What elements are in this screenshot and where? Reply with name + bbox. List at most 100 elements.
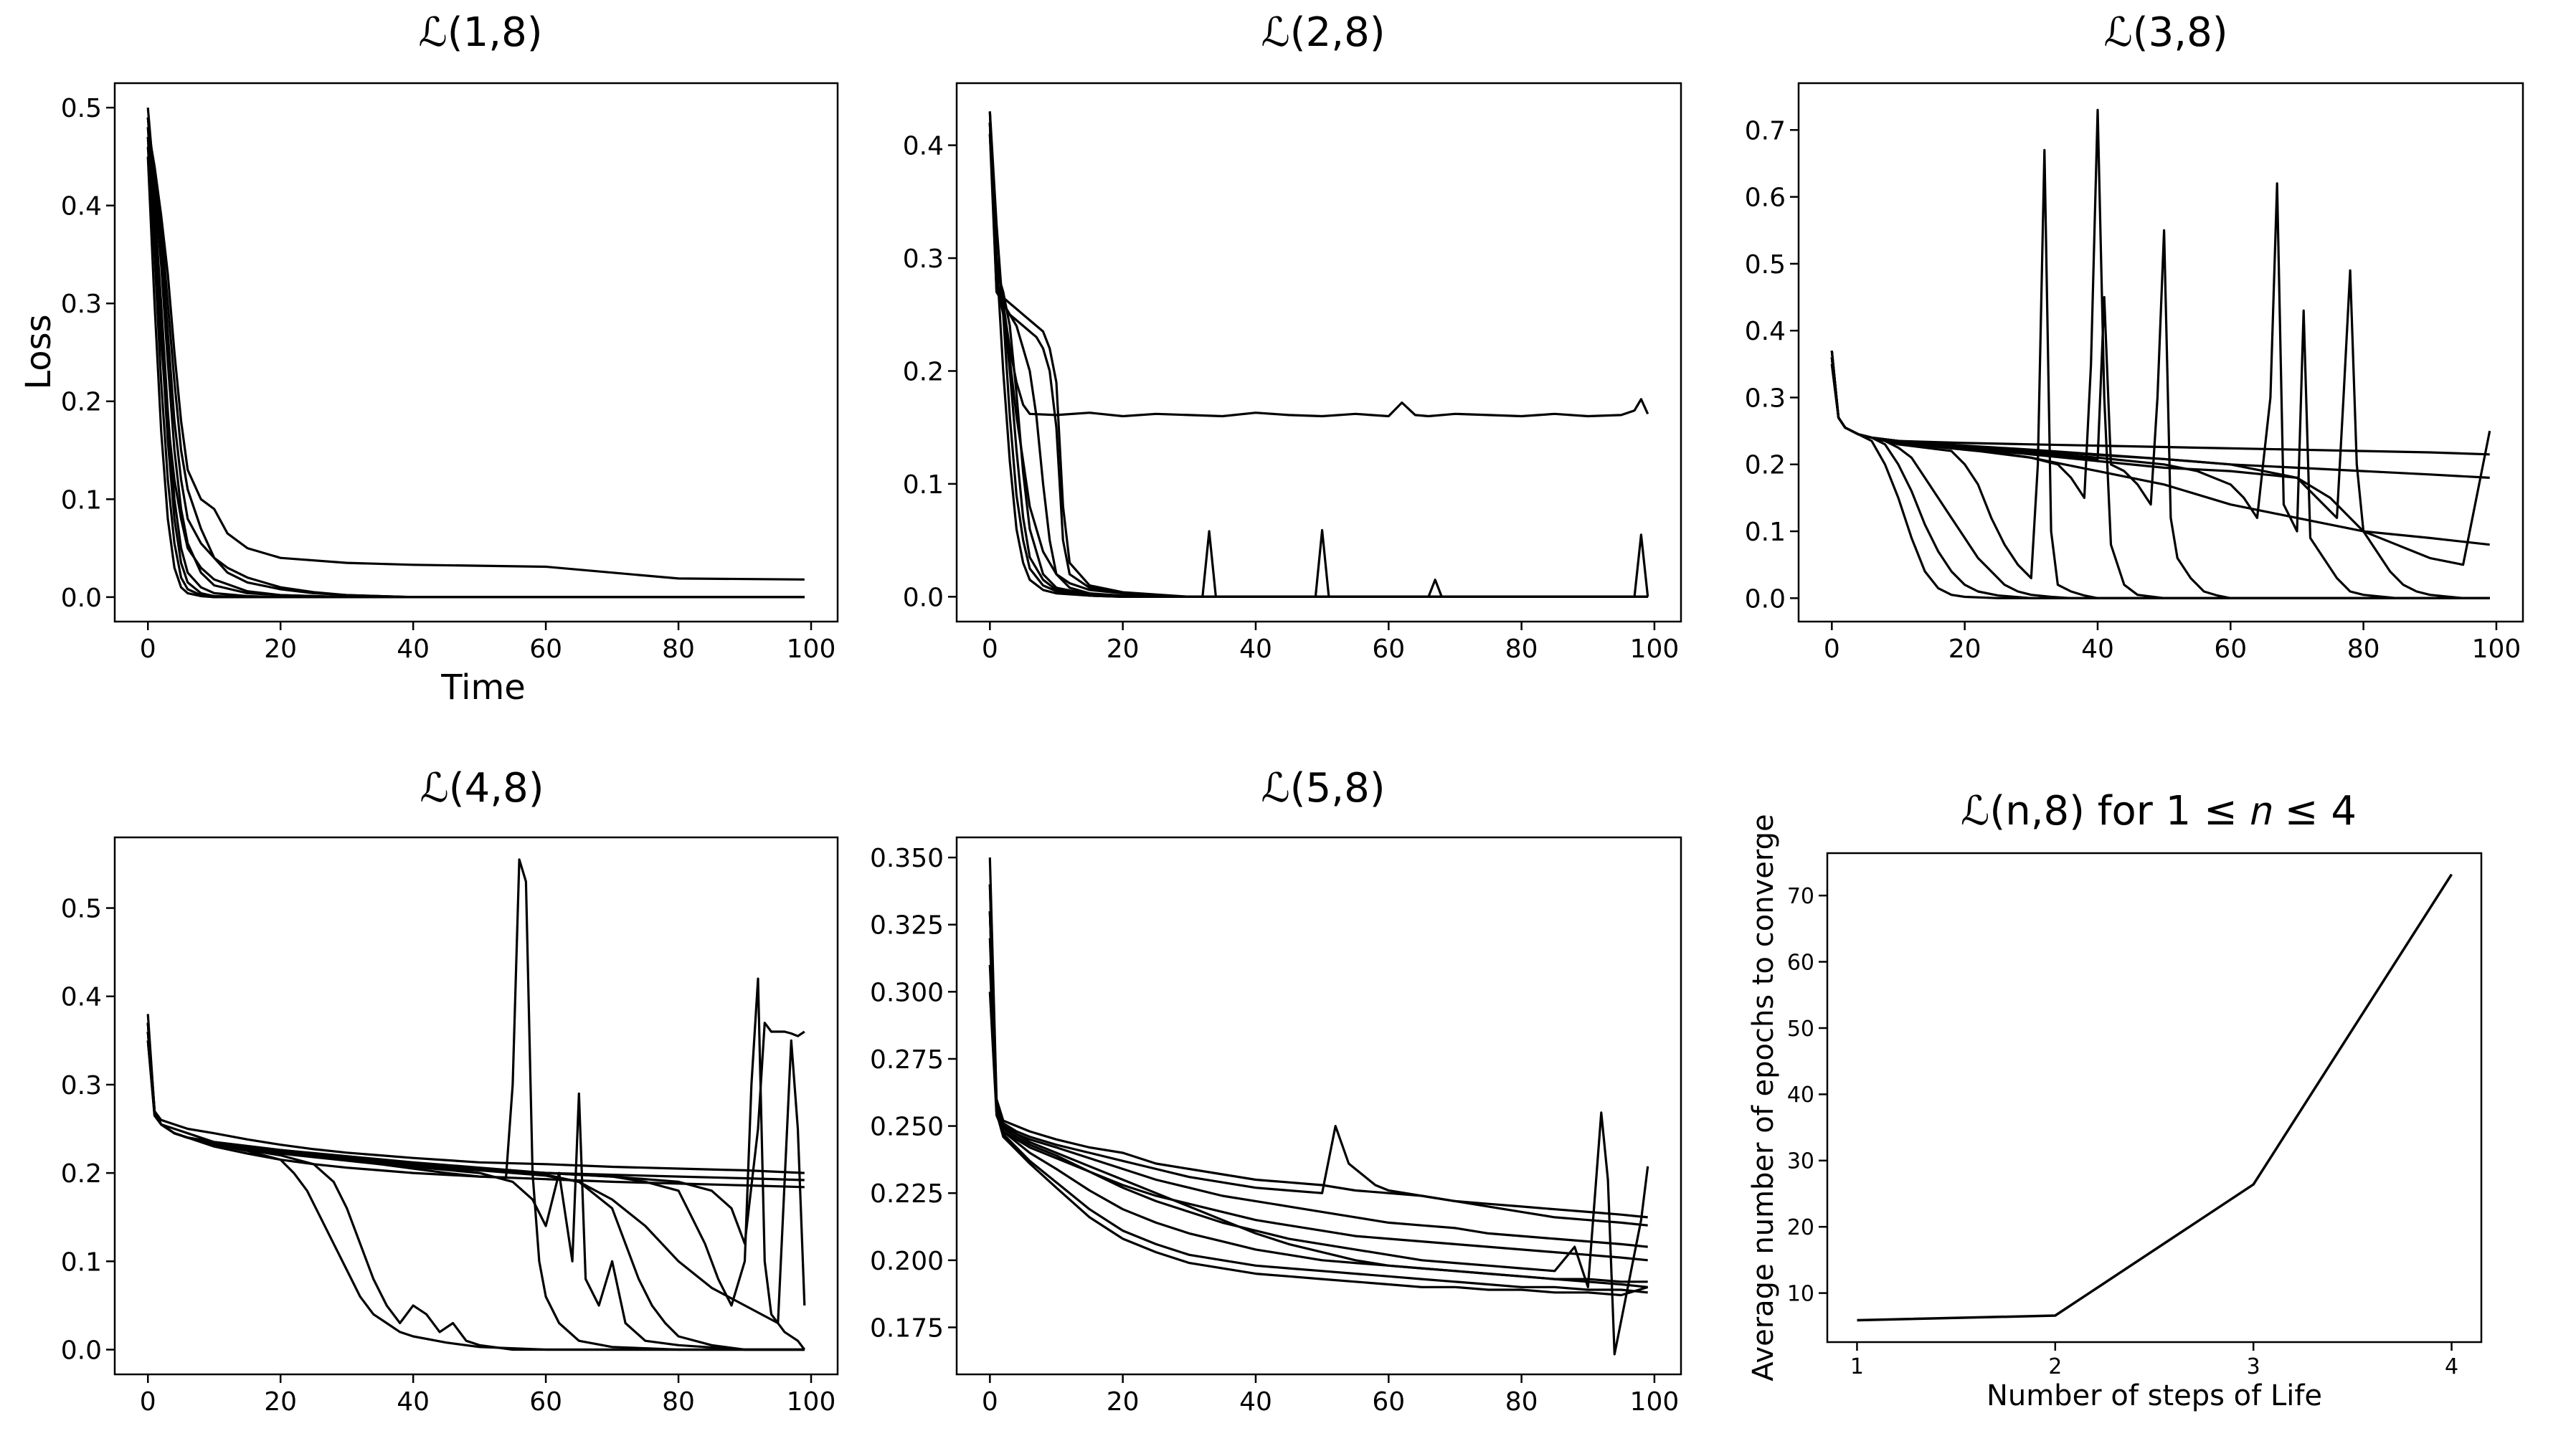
x-tick-label: 20 [1948, 634, 1981, 664]
y-tick-label: 0.0 [61, 584, 102, 613]
series-layer [988, 111, 1649, 599]
x-tick-label: 4 [2445, 1354, 2458, 1379]
series-line-4 [988, 938, 1648, 1294]
series-line-5 [988, 992, 1648, 1262]
x-tick-label: 1 [1850, 1354, 1864, 1379]
plot-frame [1797, 82, 2524, 623]
series-line-2 [988, 884, 1648, 1248]
axis-layer: 0 20 40 60 80 100 0.0 0.1 0.2 0.3 0.4 0.5 [61, 94, 836, 664]
x-tick-label: 40 [1239, 634, 1272, 664]
series-line-8 [146, 127, 805, 581]
y-tick-label: 0.0 [1745, 584, 1786, 614]
y-tick-label: 0.2 [61, 388, 102, 417]
x-tick-label: 80 [1505, 634, 1538, 664]
panel-loss-3-8: ℒ(3,8) 0 20 40 60 80 100 0.0 0.1 0.2 0.3 0.4 0.5 0.6… [1745, 9, 2524, 664]
y-tick-label: 0.225 [870, 1179, 944, 1209]
chart-title: ℒ(5,8) [1261, 765, 1385, 812]
y-tick-label: 0.200 [870, 1247, 944, 1276]
series-line-1 [988, 857, 1648, 1219]
x-tick-label: 100 [1630, 1387, 1680, 1417]
series-line-2 [146, 1031, 805, 1174]
series-line-7 [988, 884, 1648, 1227]
y-tick-label: 0.3 [61, 1071, 102, 1100]
axis-layer: 0 20 40 60 80 100 0.175 0.200 0.225 0.250 0.275 0.3… [870, 844, 1679, 1417]
series-line-12 [1830, 363, 2490, 546]
y-tick-label: 0.175 [870, 1313, 944, 1343]
panel-loss-4-8: ℒ(4,8) 0 20 40 60 80 100 0.0 0.1 0.2 0.3 0.4 0.5 [61, 765, 839, 1417]
y-tick-label: 0.3 [1745, 384, 1786, 413]
plot-frame [955, 836, 1682, 1376]
y-axis-label: Average number of epochs to converge [1747, 814, 1780, 1381]
series-line-8 [988, 111, 1649, 418]
x-tick-label: 20 [1107, 634, 1140, 664]
y-tick-label: 30 [1787, 1149, 1814, 1174]
axis-layer: 0 20 40 60 80 100 0.0 0.1 0.2 0.3 0.4 0.5 [61, 895, 836, 1417]
x-tick-label: 2 [2048, 1354, 2062, 1379]
x-tick-label: 60 [1372, 1387, 1405, 1417]
panel-loss-1-8: ℒ(1,8) 0 20 40 60 80 100 0.0 0.1 0.2 0.3 0.4 0.5 Lo… [19, 9, 839, 708]
x-tick-label: 40 [2081, 634, 2114, 664]
axis-layer: 0 20 40 60 80 100 0.0 0.1 0.2 0.3 0.4 [903, 132, 1680, 664]
x-tick-label: 60 [529, 634, 562, 664]
x-tick-label: 60 [2214, 634, 2247, 664]
x-tick-label: 20 [1107, 1387, 1140, 1417]
series-layer [1830, 108, 2491, 599]
x-tick-label: 20 [264, 634, 297, 664]
x-tick-label: 40 [397, 634, 430, 664]
x-tick-label: 80 [662, 1387, 695, 1417]
y-axis-label: Loss [19, 314, 59, 389]
plot-frame [1826, 852, 2483, 1344]
panel-epochs-to-converge: ℒ(n,8) for 1 ≤ 𝑛 ≤ 4 1 2 3 410203040506070 … [1747, 788, 2483, 1412]
x-tick-label: 80 [662, 634, 695, 664]
y-tick-label: 0.5 [1745, 250, 1786, 280]
y-tick-label: 0.1 [61, 1247, 102, 1277]
y-tick-label: 0.2 [1745, 451, 1786, 480]
chart-title: ℒ(3,8) [2103, 9, 2227, 56]
y-tick-label: 0.5 [61, 895, 102, 924]
chart-title: ℒ(2,8) [1261, 9, 1385, 56]
series-line-8 [988, 911, 1649, 1356]
chart-title: ℒ(n,8) for 1 ≤ 𝑛 ≤ 4 [1961, 788, 2357, 835]
y-tick-label: 0.350 [870, 844, 944, 873]
y-tick-label: 0.1 [1745, 518, 1786, 547]
y-tick-label: 0.1 [903, 470, 944, 500]
y-tick-label: 0.4 [903, 132, 944, 161]
y-tick-label: 0.4 [61, 983, 102, 1012]
x-tick-label: 60 [529, 1387, 562, 1417]
y-tick-label: 0.3 [61, 290, 102, 319]
y-tick-label: 50 [1787, 1017, 1814, 1042]
x-tick-label: 100 [787, 634, 836, 664]
y-tick-label: 0.300 [870, 978, 944, 1007]
x-tick-label: 3 [2247, 1354, 2260, 1379]
x-tick-label: 100 [787, 1387, 836, 1417]
series-line-9 [146, 117, 805, 599]
plot-frame [113, 836, 839, 1376]
x-axis-label: Number of steps of Life [1987, 1379, 2322, 1412]
series-layer [988, 857, 1649, 1356]
plot-frame [113, 82, 839, 623]
y-tick-label: 0.325 [870, 911, 944, 941]
y-tick-label: 0.2 [903, 357, 944, 386]
x-axis-label: Time [440, 667, 525, 708]
x-tick-label: 0 [1824, 634, 1840, 664]
y-tick-label: 40 [1787, 1083, 1814, 1108]
series-line-9 [988, 123, 1649, 599]
y-tick-label: 0.5 [61, 94, 102, 123]
x-tick-label: 80 [1505, 1387, 1538, 1417]
x-tick-label: 0 [982, 634, 998, 664]
x-tick-label: 60 [1372, 634, 1405, 664]
x-tick-label: 40 [1239, 1387, 1272, 1417]
x-tick-label: 0 [140, 1387, 156, 1417]
series-line-11 [146, 1040, 805, 1351]
y-tick-label: 0.4 [61, 192, 102, 222]
y-tick-label: 0.275 [870, 1045, 944, 1075]
y-tick-label: 0.3 [903, 244, 944, 274]
y-tick-label: 60 [1787, 950, 1814, 975]
axis-layer: 1 2 3 4 10 20 30 40 50 60 70 [1787, 884, 2458, 1379]
y-tick-label: 0.4 [1745, 317, 1786, 346]
y-tick-label: 0.7 [1745, 116, 1786, 146]
y-tick-label: 10 [1787, 1281, 1814, 1306]
x-tick-label: 80 [2347, 634, 2380, 664]
